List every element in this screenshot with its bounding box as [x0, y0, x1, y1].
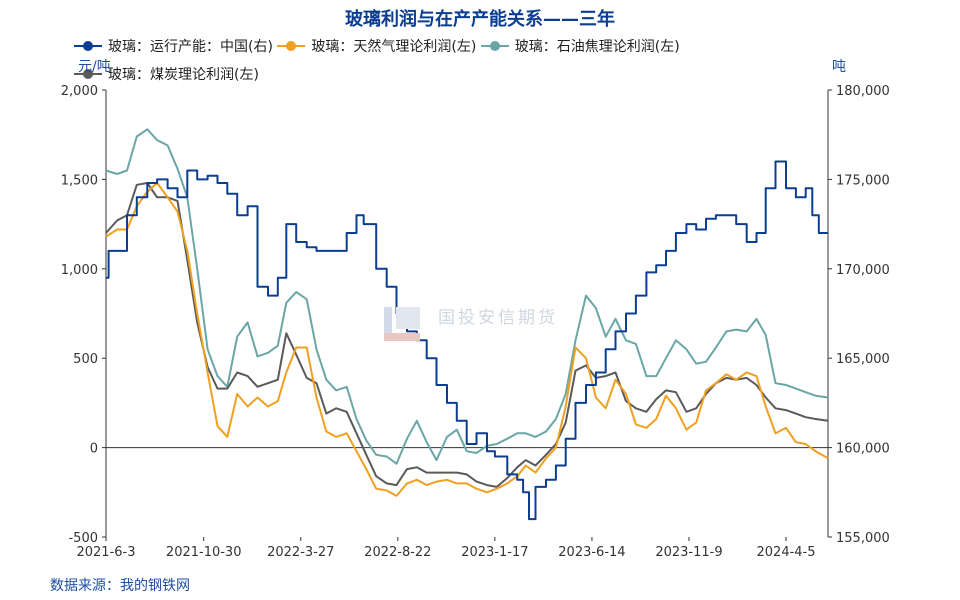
series-line-1	[105, 182, 829, 497]
x-tick-label: 2022-8-22	[364, 545, 431, 560]
legend-swatch-gas-icon	[277, 39, 306, 53]
legend-label-coal: 玻璃：煤炭理论利润(左)	[108, 67, 259, 83]
right-tick-label: 160,000	[836, 442, 890, 457]
legend-swatch-capacity-icon	[74, 39, 102, 53]
series-lines	[105, 128, 829, 521]
series-line-0	[106, 160, 828, 521]
legend-label-petcoke: 玻璃：石油焦理论利润(左)	[514, 39, 680, 55]
x-tick-label: 2021-10-30	[166, 545, 242, 560]
right-axis-unit: 吨	[832, 59, 846, 75]
legend-label-gas: 玻璃：天然气理论利润(左)	[311, 39, 477, 55]
right-tick-label: 175,000	[836, 173, 890, 188]
x-tick-label: 2021-6-3	[76, 545, 135, 560]
right-tick-label: 155,000	[836, 531, 890, 546]
legend-item-gas: 玻璃：天然气理论利润(左)	[277, 36, 476, 56]
right-tick-label: 170,000	[836, 263, 890, 278]
x-tick-label: 2024-4-5	[757, 545, 816, 560]
series-line-3	[105, 182, 829, 488]
watermark-text: 国投安信期货	[438, 308, 558, 328]
data-source: 数据来源：我的钢铁网	[50, 578, 190, 594]
x-tick-label: 2023-6-14	[558, 545, 625, 560]
watermark-logo-icon	[384, 307, 420, 341]
left-tick-label: 500	[73, 352, 98, 367]
left-tick-label: 2,000	[61, 84, 98, 99]
left-tick-label: 1,000	[61, 263, 98, 278]
left-tick-label: -500	[68, 531, 98, 546]
axes-frame	[102, 89, 832, 541]
legend-row-1: 玻璃：运行产能：中国(右) 玻璃：天然气理论利润(左) 玻璃：石油焦理论利润(左…	[74, 36, 680, 57]
chart-title: 玻璃利润与在产产能关系——三年	[345, 9, 615, 30]
right-tick-label: 180,000	[836, 84, 890, 99]
legend-swatch-petcoke-icon	[480, 39, 509, 53]
legend-swatch-coal-icon	[74, 67, 102, 81]
legend-label-capacity: 玻璃：运行产能：中国(右)	[108, 39, 273, 55]
x-tick-label: 2022-3-27	[267, 545, 334, 560]
tick-labels: -500 0 500 1,000 1,500 2,000 155,000 160,000 165…	[61, 84, 890, 560]
x-tick-label: 2023-1-17	[461, 545, 528, 560]
legend-row-2: 玻璃：煤炭理论利润(左)	[74, 64, 259, 85]
right-tick-label: 165,000	[836, 352, 890, 367]
left-axis-unit: 元/吨	[78, 59, 111, 75]
x-tick-label: 2023-11-9	[655, 545, 722, 560]
left-tick-label: 0	[90, 442, 98, 457]
legend-item-petcoke: 玻璃：石油焦理论利润(左)	[480, 36, 680, 56]
left-tick-label: 1,500	[61, 173, 98, 188]
legend-item-capacity: 玻璃：运行产能：中国(右)	[74, 36, 273, 56]
legend-item-coal: 玻璃：煤炭理论利润(左)	[74, 64, 259, 84]
